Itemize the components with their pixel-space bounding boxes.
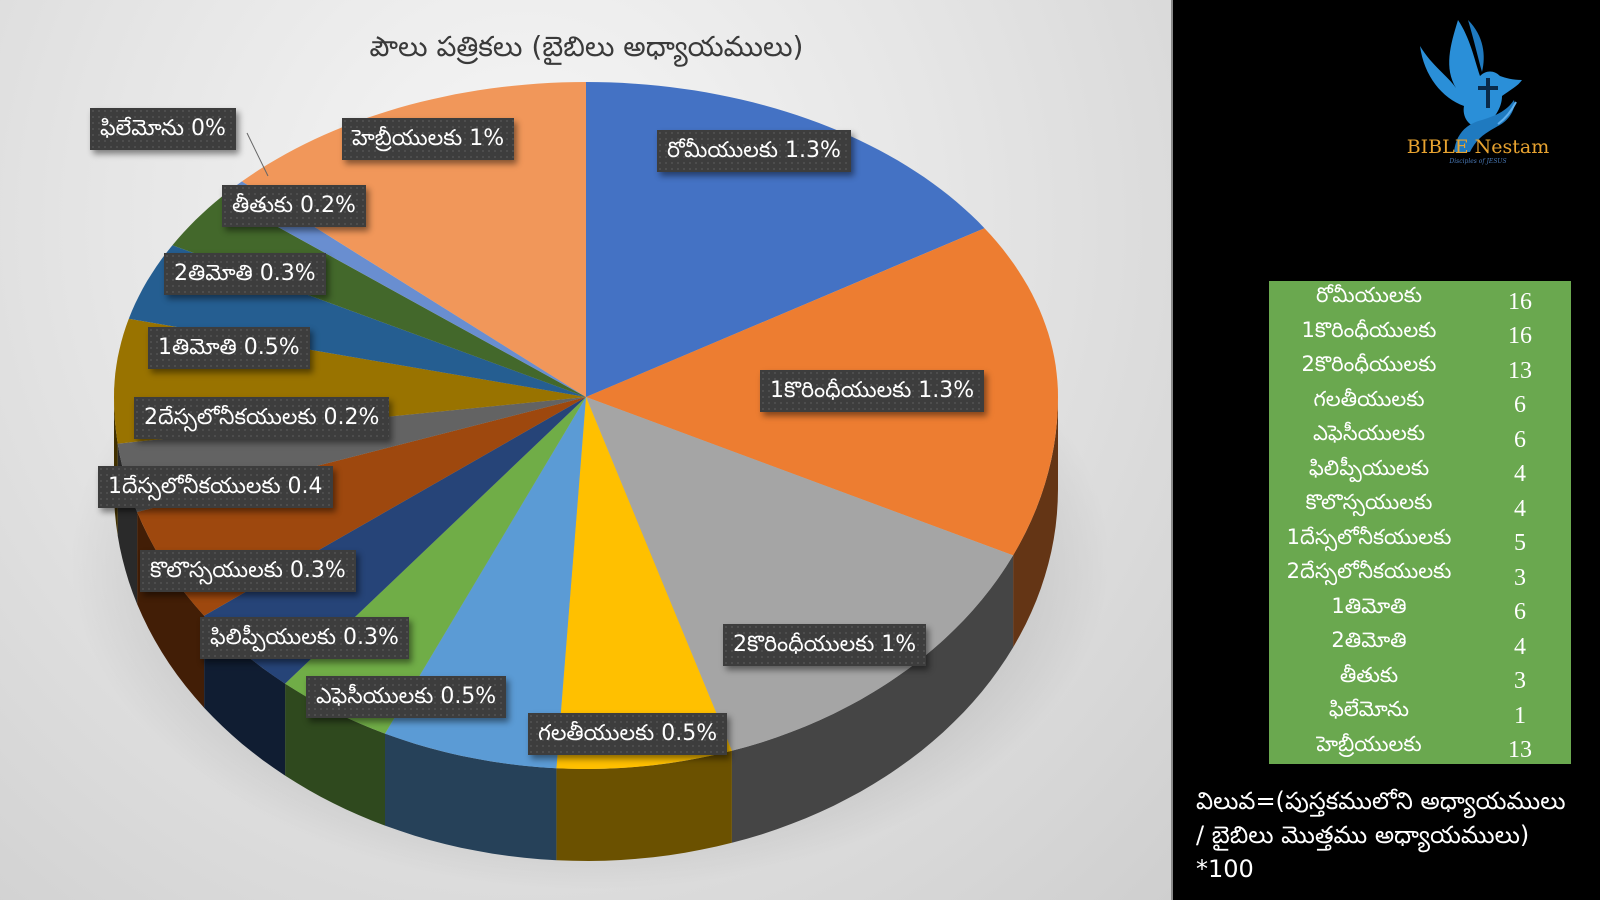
book-name: హెబ్రీయులకు [1316, 731, 1422, 756]
table-row: 1తిమోతి 6 [1269, 592, 1571, 627]
table-row: 2తిమోతి 4 [1269, 626, 1571, 661]
book-name: ఫిలేమోను [1328, 697, 1410, 722]
data-label: తీతుకు 0.2% [222, 185, 366, 228]
book-name: ఫిలిప్పీయులకు [1308, 455, 1430, 480]
table-row: తీతుకు 3 [1269, 661, 1571, 696]
pie-side-2 [1013, 397, 1058, 648]
dove-hand-cross-logo-icon [1420, 20, 1522, 152]
table-row: గలతీయులకు 6 [1269, 385, 1571, 420]
formula-line-1: విలువ=(పుస్తకములోని అధ్యాయములు [1196, 787, 1566, 815]
pie-slice-12[interactable] [172, 196, 586, 397]
chapter-count: 6 [1514, 599, 1526, 626]
table-row: ఫిలేమోను 1 [1269, 695, 1571, 730]
chapter-count: 4 [1514, 461, 1526, 488]
table-row: 2దేస్సలోనీకయులకు 3 [1269, 557, 1571, 592]
data-label: 2దేస్సలోనీకయులకు 0.2% [134, 397, 390, 440]
book-name: 2దేస్సలోనీకయులకు [1286, 559, 1452, 584]
table-row: ఫిలిప్పీయులకు 4 [1269, 454, 1571, 489]
chapter-count: 4 [1514, 495, 1526, 522]
formula-line-3: *100 [1196, 855, 1254, 883]
chapter-count: 5 [1514, 530, 1526, 557]
chapter-count: 13 [1508, 357, 1532, 384]
data-label: 2తిమోతి 0.3% [164, 253, 326, 296]
book-name: 2కొరింధీయులకు [1301, 352, 1437, 377]
data-label: కొలొస్సయులకు 0.3% [140, 550, 356, 593]
data-label: గలతీయులకు 0.5% [528, 713, 728, 756]
data-label: 2కొరింధీయులకు 1% [723, 624, 927, 667]
data-label: ఫిలేమోను 0% [90, 108, 236, 151]
brand-tagline: Disciples of JESUS [1449, 158, 1507, 165]
chapter-count: 3 [1514, 564, 1526, 591]
table-row: కొలొస్సయులకు 4 [1269, 488, 1571, 523]
pie-slice-7[interactable] [204, 397, 586, 684]
book-name: 1తిమోతి [1331, 593, 1407, 618]
table-row: 2కొరింధీయులకు 13 [1269, 350, 1571, 385]
data-label: 1దేస్సలోనీకయులకు 0.4 [98, 466, 333, 509]
pie-side-6 [285, 683, 385, 826]
book-name: తీతుకు [1339, 662, 1399, 687]
philemon-leader-line [246, 132, 269, 177]
pie-side-3 [731, 555, 1014, 843]
data-label: ఎఫెసీయులకు 0.5% [306, 676, 507, 719]
table-row: 1దేస్సలోనీకయులకు 5 [1269, 523, 1571, 558]
book-name: 1కొరింధీయులకు [1301, 317, 1437, 342]
data-label: ఫిలిప్పీయులకు 0.3% [200, 617, 409, 660]
chart-title: పౌలు పత్రికలు (బైబిలు అధ్యాయములు) [369, 30, 804, 63]
book-name: 2తిమోతి [1331, 628, 1407, 653]
chart-area: పౌలు పత్రికలు (బైబిలు అధ్యాయములు) రోమీయు… [0, 0, 1173, 900]
chapter-count: 3 [1514, 668, 1526, 695]
book-name: రోమీయులకు [1316, 283, 1422, 308]
data-label: రోమీయులకు 1.3% [657, 130, 851, 173]
data-label: హెబ్రీయులకు 1% [342, 118, 515, 161]
book-name: గలతీయులకు [1313, 386, 1425, 411]
chapter-count: 4 [1514, 633, 1526, 660]
table-row: 1కొరింధీయులకు 16 [1269, 316, 1571, 351]
brand-name: BIBLE Nestam [1406, 136, 1550, 158]
table-row: హెబ్రీయులకు 13 [1269, 730, 1571, 765]
pie-slice-4[interactable] [556, 397, 732, 769]
pie-slice-14[interactable] [241, 82, 586, 397]
chapters-table: రోమీయులకు 16 1కొరింధీయులకు 16 2కొరింధీయులక… [1269, 281, 1571, 764]
book-name: 1దేస్సలోనీకయులకు [1286, 524, 1452, 549]
pie-slice-13[interactable] [222, 181, 587, 397]
chapter-count: 16 [1508, 323, 1532, 350]
chapter-count: 1 [1514, 702, 1526, 729]
data-label: 1కొరింధీయులకు 1.3% [760, 370, 985, 413]
chapter-count: 13 [1508, 737, 1532, 764]
table-row: ఎఫెసీయులకు 6 [1269, 419, 1571, 454]
chapter-count: 6 [1514, 426, 1526, 453]
pie-slice-5[interactable] [385, 397, 586, 769]
data-label: 1తిమోతి 0.5% [148, 327, 310, 370]
chapter-count: 6 [1514, 392, 1526, 419]
table-row: రోమీయులకు 16 [1269, 281, 1571, 316]
book-name: ఎఫెసీయులకు [1313, 421, 1425, 446]
chapter-count: 16 [1508, 288, 1532, 315]
pie-side-5 [385, 733, 557, 861]
formula-note: విలువ=(పుస్తకములోని అధ్యాయములు / బైబిలు … [1196, 784, 1600, 886]
pie-side-4 [556, 750, 732, 861]
book-name: కొలొస్సయులకు [1305, 490, 1433, 515]
formula-line-2: / బైబిలు మొత్తము అధ్యాయములు) [1196, 821, 1530, 849]
